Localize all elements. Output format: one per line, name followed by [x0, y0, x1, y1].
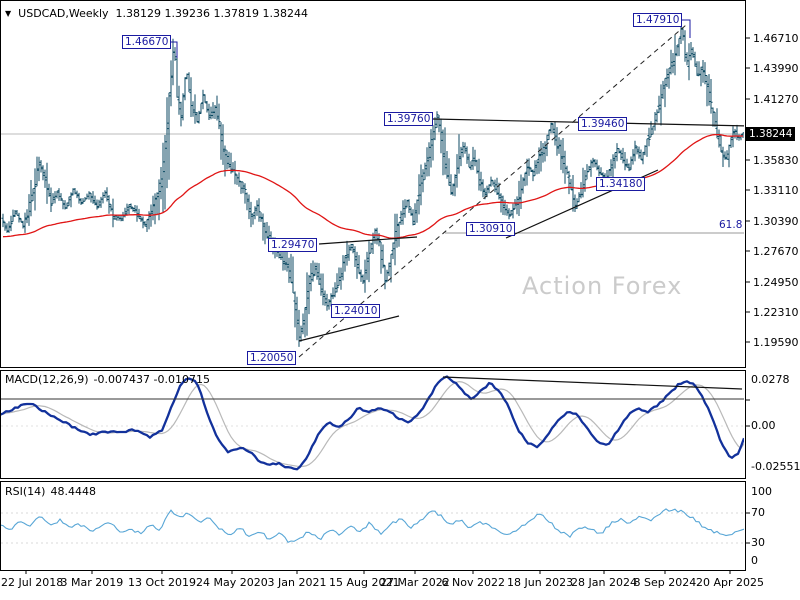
date-label: 20 Apr 2025	[696, 576, 765, 589]
price-axis-label: 1.33110	[753, 184, 799, 197]
macd-trend-lines[interactable]	[0, 376, 745, 400]
price-axis-label: 1.24950	[753, 276, 799, 289]
rsi-pane-border	[0, 481, 746, 571]
rsi-pane-title: RSI(14) 48.4448	[5, 485, 101, 498]
axis-ticks	[25, 37, 750, 574]
date-label: 18 Jun 2023	[507, 576, 574, 589]
date-label: 13 Oct 2019	[128, 576, 197, 589]
price-level-label[interactable]: 1.46670	[122, 35, 172, 49]
trend-lines[interactable]	[168, 19, 748, 358]
price-level-label[interactable]: 1.20050	[247, 351, 297, 365]
date-label: 15 Aug 2021	[329, 576, 400, 589]
price-level-label[interactable]: 1.30910	[466, 222, 516, 236]
rsi-curve	[1, 508, 744, 543]
macd-indicator-label: MACD(12,26,9)	[5, 373, 89, 386]
price-level-label[interactable]: 1.34180	[596, 177, 646, 191]
price-axis-label: 1.27670	[753, 245, 799, 258]
date-label: 22 Jul 2018	[1, 576, 64, 589]
date-label: 6 Nov 2022	[441, 576, 505, 589]
price-axis-label: 1.46710	[753, 32, 799, 45]
price-level-label[interactable]: 1.24010	[331, 304, 381, 318]
macd-curves	[1, 375, 744, 471]
main-pane-border	[0, 0, 746, 368]
date-label: 27 Mar 2022	[380, 576, 450, 589]
candlestick-bars	[1, 25, 744, 347]
macd-pane-border	[0, 370, 746, 479]
price-level-label[interactable]: 1.29470	[268, 238, 318, 252]
current-price-badge: 1.38244	[746, 127, 796, 141]
date-label: 24 May 2020	[196, 576, 268, 589]
price-level-label[interactable]: 1.39760	[384, 112, 434, 126]
price-axis-label: 1.30390	[753, 215, 799, 228]
rsi-indicator-value: 48.4448	[50, 485, 96, 498]
price-axis-label: 1.35830	[753, 154, 799, 167]
rsi-axis-label: 70	[751, 506, 765, 519]
rsi-axis-label: 30	[751, 536, 765, 549]
macd-axis-label: 0.0278	[751, 373, 790, 386]
ohlc-quote-text: 1.38129 1.39236 1.37819 1.38244	[115, 7, 308, 20]
date-label: 3 Mar 2019	[60, 576, 124, 589]
rsi-axis-label: 100	[751, 485, 772, 498]
price-axis-label: 1.43990	[753, 62, 799, 75]
macd-pane-title: MACD(12,26,9) -0.007437 -0.010715	[5, 373, 215, 386]
rsi-axis-label: 0	[751, 554, 758, 567]
action-forex-watermark: Action Forex	[522, 272, 683, 300]
macd-indicator-values: -0.007437 -0.010715	[93, 373, 210, 386]
price-level-label[interactable]: 1.39460	[578, 117, 628, 131]
date-label: 8 Sep 2024	[633, 576, 697, 589]
date-label: 28 Jan 2024	[571, 576, 637, 589]
symbol-dropdown-caret-icon[interactable]: ▼	[5, 9, 12, 18]
date-label: 3 Jan 2021	[267, 576, 327, 589]
price-axis-label: 1.19590	[753, 336, 799, 349]
macd-axis-label: 0.00	[751, 419, 776, 432]
price-level-label[interactable]: 61.8	[719, 219, 743, 231]
chart-titlebar: ▼ USDCAD,Weekly 1.38129 1.39236 1.37819 …	[5, 7, 308, 20]
price-level-label[interactable]: 1.47910	[633, 13, 683, 27]
price-axis-label: 1.22310	[753, 306, 799, 319]
symbol-timeframe-label: USDCAD,Weekly	[18, 7, 109, 20]
rsi-indicator-label: RSI(14)	[5, 485, 46, 498]
price-axis-label: 1.41270	[753, 93, 799, 106]
